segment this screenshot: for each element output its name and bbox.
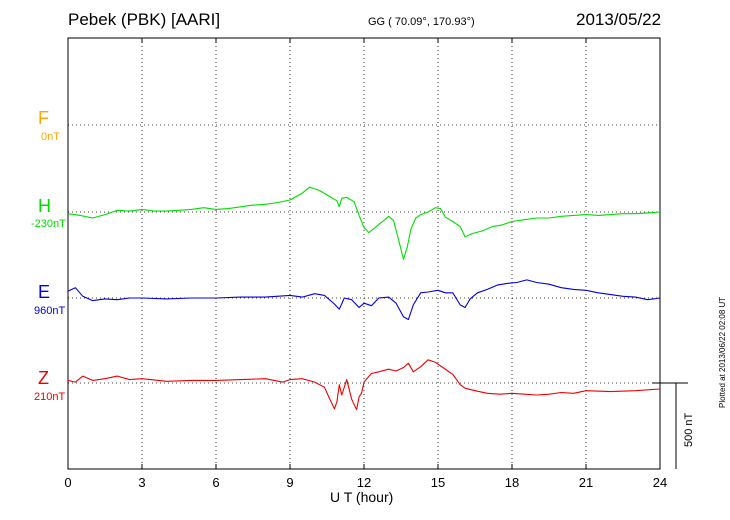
series-lines [67,186,661,411]
x-tick-label: 6 [212,475,219,490]
scale-bar [652,382,688,469]
date-label: 2013/05/22 [576,10,662,29]
x-tick-label: 21 [579,475,593,490]
plotted-at-note: Plotted at 2013/06/22 02:08 UT [718,296,727,408]
x-axis-ticks: 0 3 6 9 12 15 18 21 24 [64,38,667,490]
x-tick-label: 18 [505,475,519,490]
series-line-z [67,359,661,411]
component-label-h: H [38,196,51,216]
baseline-label-h: -230nT [31,218,66,230]
baseline-label-f: 0nT [41,131,60,143]
coordinates-label: GG ( 70.09°, 170.93°) [368,16,475,28]
series-line-e [67,279,661,321]
scale-bar-label: 500 nT [683,412,695,447]
baseline-label-z: 210nT [34,391,66,403]
x-tick-label: 15 [431,475,445,490]
component-label-e: E [38,282,51,302]
series-line-h [67,186,661,260]
station-title: Pebek (PBK) [AARI] [68,10,221,29]
grid-lines [68,38,660,469]
x-axis-label: U T (hour) [330,489,394,505]
x-tick-label: 12 [357,475,371,490]
baseline-label-e: 960nT [34,305,66,317]
x-tick-label: 0 [64,475,71,490]
x-tick-label: 3 [138,475,145,490]
x-tick-label: 24 [653,475,667,490]
component-label-z: Z [38,368,49,388]
component-label-f: F [38,108,49,128]
x-tick-label: 9 [286,475,293,490]
